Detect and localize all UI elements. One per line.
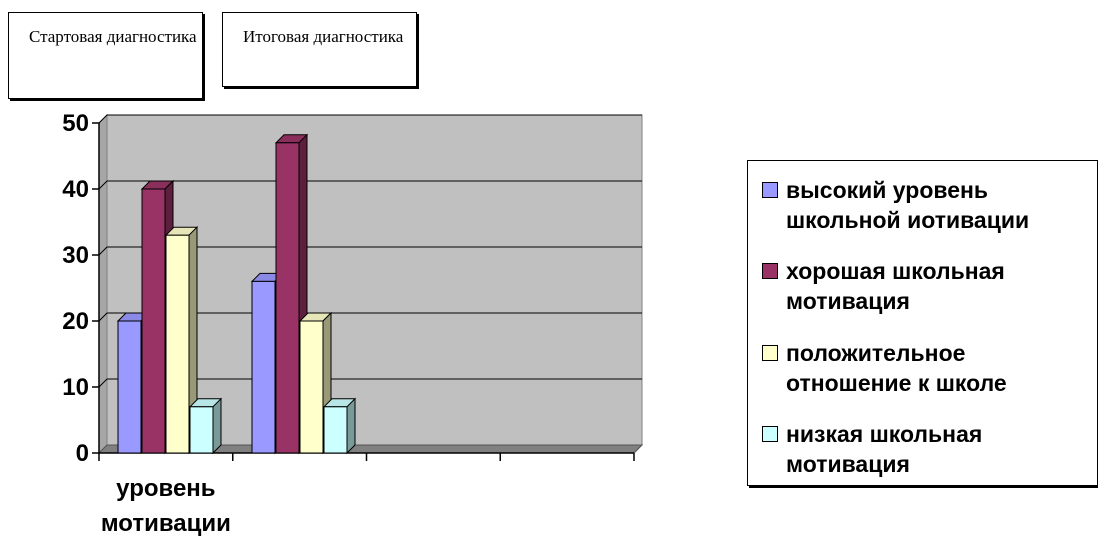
legend-item-positive: положительное отношение к школе (762, 338, 1007, 398)
x-category-label: уровень (116, 475, 215, 502)
bar (299, 320, 324, 454)
start-diagnostics-label: Стартовая диагностика (8, 12, 203, 99)
legend-label-good: хорошая школьная мотивация (786, 258, 1005, 314)
bar (117, 320, 142, 454)
y-tick-label: 10 (62, 374, 89, 401)
legend-item-low: низкая школьная мотивация (762, 419, 982, 479)
y-tick-label: 30 (62, 242, 89, 269)
gridline (98, 246, 642, 256)
bar (275, 142, 300, 454)
legend-label-positive: положительное отношение к школе (786, 340, 1007, 396)
gridline (98, 312, 642, 322)
gridline (98, 180, 642, 190)
bar-side (346, 397, 356, 455)
gridline (98, 114, 642, 124)
legend-swatch-positive (762, 345, 778, 361)
legend-swatch-good (762, 263, 778, 279)
legend-item-good: хорошая школьная мотивация (762, 256, 1005, 316)
y-tick-label: 50 (62, 110, 89, 137)
bar (141, 188, 166, 454)
bar (165, 234, 190, 454)
legend-swatch-low (762, 426, 778, 442)
y-tick-label: 0 (76, 440, 89, 467)
legend-label-high: высокий уровень школьной иотивации (786, 177, 1030, 233)
bar (323, 406, 348, 454)
gridline (98, 378, 642, 388)
bar (251, 280, 276, 454)
final-diagnostics-label: Итоговая диагностика (222, 12, 417, 87)
chart-legend: высокий уровень школьной иотивации хорош… (747, 160, 1098, 486)
legend-item-high: высокий уровень школьной иотивации (762, 175, 1029, 235)
legend-swatch-high (762, 182, 778, 198)
bar-side (212, 397, 222, 455)
plot-side-wall (98, 113, 108, 455)
x-category-label: мотивации (101, 510, 231, 537)
legend-label-low: низкая школьная мотивация (786, 421, 983, 477)
y-tick-label: 40 (62, 176, 89, 203)
y-tick-label: 20 (62, 308, 89, 335)
bar (189, 406, 214, 454)
